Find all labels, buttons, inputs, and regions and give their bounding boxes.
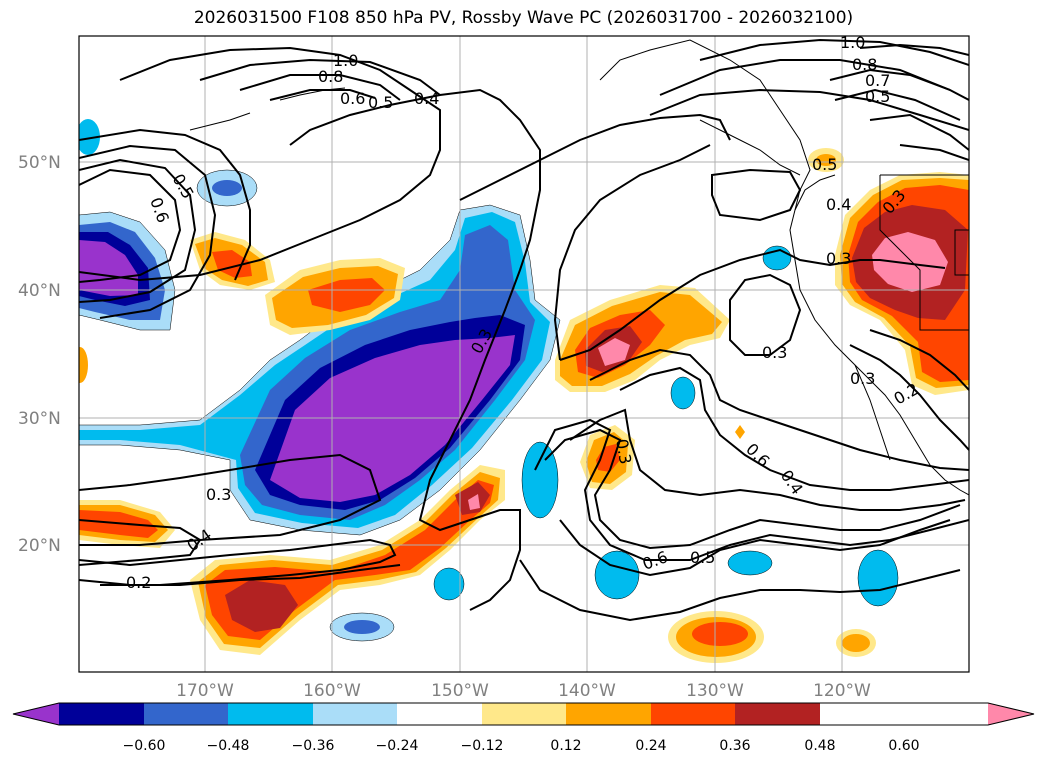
negative-patch-2b	[212, 180, 242, 196]
contour-label: 0.7	[865, 71, 890, 90]
colorbar-tick-label: −0.24	[376, 738, 419, 754]
lat-label: 20°N	[18, 536, 61, 556]
lat-label: 30°N	[18, 409, 61, 429]
lon-label: 130°W	[686, 681, 744, 701]
contour-label: 0.4	[826, 195, 851, 214]
map-frame	[78, 35, 970, 673]
lon-label: 150°W	[431, 681, 489, 701]
contour-label: 0.5	[368, 93, 393, 112]
colorbar-tick-label: 0.36	[719, 738, 750, 754]
colorbar-segment	[566, 703, 651, 725]
gridlines	[79, 36, 969, 672]
lat-label: 50°N	[18, 153, 61, 173]
positive-region-south-6	[468, 494, 480, 510]
positive-patch-se-5	[842, 634, 870, 652]
positive-region-mid-5	[598, 338, 630, 366]
negative-patch-10b	[344, 620, 380, 634]
latitude-labels: 50°N 40°N 30°N 20°N	[18, 153, 61, 556]
positive-region-east-5	[872, 232, 948, 292]
colorbar-segment	[482, 703, 566, 725]
contour-label: 0.5	[812, 155, 837, 174]
contour-label: 0.6	[340, 89, 365, 108]
colorbar-tick-label: −0.60	[123, 738, 166, 754]
positive-region-south-4	[225, 580, 298, 632]
colorbar-segment	[651, 703, 735, 725]
negative-patch-8	[857, 549, 899, 607]
contour-label: 0.2	[126, 573, 151, 592]
negative-patch-3	[521, 441, 559, 519]
lon-label: 170°W	[176, 681, 234, 701]
map-content: 1.0 0.8 0.6 0.5 0.4 0.5 0.6 1.0 0.8 0.7 …	[79, 33, 969, 672]
coastlines	[189, 39, 969, 496]
positive-patch-diamond	[735, 425, 745, 439]
map-title: 2026031500 F108 850 hPa PV, Rossby Wave …	[193, 8, 854, 28]
lon-label: 160°W	[303, 681, 361, 701]
colorbar-segment	[59, 703, 144, 725]
negative-patch-5	[762, 245, 792, 271]
contour-label: 0.4	[414, 89, 439, 108]
pv-contours	[79, 38, 969, 622]
contour-label: 0.3	[826, 249, 851, 268]
colorbar-tick-label: −0.12	[461, 738, 504, 754]
colorbar-tick-label: 0.12	[550, 738, 581, 754]
contour-label: 1.0	[333, 51, 358, 70]
colorbar-segment	[313, 703, 397, 725]
positive-region-n-3	[308, 278, 385, 312]
contour-label: 0.5	[690, 548, 715, 567]
contour-label: 0.3	[206, 485, 231, 504]
negative-region-west-4	[79, 240, 138, 296]
colorbar: −0.60 −0.48 −0.36 −0.24 −0.12 0.12 0.24 …	[12, 702, 1035, 754]
lon-label: 120°W	[813, 681, 871, 701]
contour-label: 0.3	[762, 343, 787, 362]
colorbar-tick-label: 0.60	[888, 738, 919, 754]
contour-label: 0.5	[865, 87, 890, 106]
positive-patch-n-2	[816, 154, 836, 166]
negative-patch-4	[670, 376, 696, 410]
negative-patch-7	[727, 550, 773, 576]
colorbar-segment	[228, 703, 313, 725]
longitude-labels: 170°W 160°W 150°W 140°W 130°W 120°W	[176, 681, 871, 701]
contour-label: 0.3	[612, 437, 635, 465]
colorbar-min-extend	[13, 703, 59, 725]
colorbar-segment	[735, 703, 820, 725]
lat-label: 40°N	[18, 281, 61, 301]
colorbar-outline	[12, 702, 1035, 726]
colorbar-segment	[144, 703, 228, 725]
colorbar-max-extend	[988, 703, 1034, 725]
colorbar-segment	[397, 703, 482, 725]
colorbar-tick-label: 0.48	[804, 738, 835, 754]
negative-patch-9	[433, 567, 465, 601]
positive-region-w-edge	[79, 347, 88, 383]
contour-label: 0.3	[850, 369, 875, 388]
positive-patch-se-3	[692, 622, 748, 646]
negative-patch-1	[79, 119, 100, 155]
contour-label: 0.8	[852, 55, 877, 74]
contour-label: 0.8	[318, 67, 343, 86]
colorbar-tick-label: −0.48	[207, 738, 250, 754]
positive-anomaly-fields	[79, 148, 969, 663]
colorbar-tick-label: 0.24	[635, 738, 666, 754]
contour-label: 1.0	[840, 33, 865, 52]
lon-label: 140°W	[558, 681, 616, 701]
positive-region-nw-3	[212, 250, 252, 278]
colorbar-tick-label: −0.36	[292, 738, 335, 754]
